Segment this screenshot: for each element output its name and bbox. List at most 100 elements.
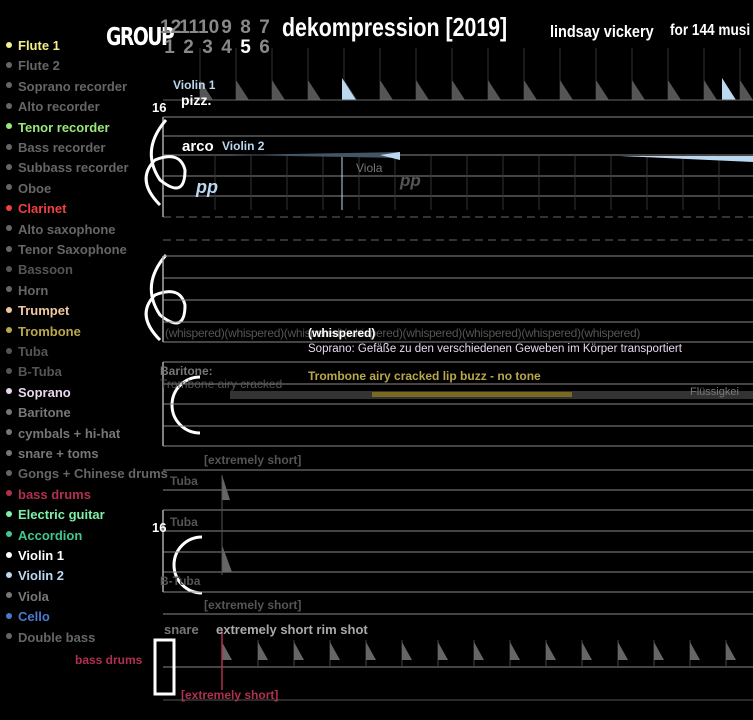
instrument-label: Gongs + Chinese drums bbox=[18, 466, 168, 482]
arrow-marker bbox=[654, 642, 664, 660]
instrument-item[interactable]: Violin 1 bbox=[6, 548, 64, 568]
instrument-item[interactable]: B-Tuba bbox=[6, 364, 62, 384]
instrument-label: B-Tuba bbox=[18, 364, 62, 380]
arrow-marker bbox=[236, 80, 249, 100]
instrument-dot-icon bbox=[6, 429, 12, 436]
active-group-number[interactable]: 5 bbox=[240, 37, 251, 58]
group-label: GROUP bbox=[106, 22, 175, 51]
instrument-label: Horn bbox=[18, 282, 49, 298]
instrument-label: Violin 2 bbox=[18, 568, 64, 584]
extremely-short-bd: [extremely short] bbox=[181, 688, 279, 702]
instrument-item[interactable]: Double bass bbox=[6, 630, 95, 650]
instrument-dot-icon bbox=[6, 225, 12, 232]
arrow-marker bbox=[438, 642, 448, 660]
instrument-item[interactable]: Accordion bbox=[6, 528, 82, 548]
group-number[interactable]: 4 bbox=[221, 37, 232, 58]
instrument-item[interactable]: Flute 1 bbox=[6, 38, 60, 58]
baritone-ghost-text: Baritone: bbox=[160, 364, 213, 378]
arrow-marker bbox=[546, 642, 556, 660]
instrument-dot-icon bbox=[6, 388, 12, 395]
instrument-dot-icon bbox=[6, 347, 12, 354]
instrument-item[interactable]: Bass recorder bbox=[6, 140, 105, 160]
instrument-label: Viola bbox=[18, 588, 49, 604]
instrument-item[interactable]: Tenor recorder bbox=[6, 120, 110, 140]
instrument-item[interactable]: Trumpet bbox=[6, 303, 69, 323]
instrument-dot-icon bbox=[6, 551, 12, 558]
arrow-marker bbox=[452, 80, 465, 100]
fluss-text: Flüssigkei bbox=[690, 386, 739, 398]
instrument-item[interactable]: Flute 2 bbox=[6, 58, 60, 78]
group-number[interactable]: 9 bbox=[221, 17, 232, 38]
group-number[interactable]: 12 bbox=[160, 17, 182, 38]
instrument-item[interactable]: Soprano bbox=[6, 385, 71, 405]
measure-number: 16 bbox=[152, 100, 167, 115]
group-number[interactable]: 6 bbox=[259, 37, 270, 58]
instrument-label: Bass recorder bbox=[18, 140, 106, 155]
instrument-dot-icon bbox=[6, 612, 12, 619]
instrument-item[interactable]: Cello bbox=[6, 609, 50, 629]
snare-label: snare bbox=[164, 622, 199, 637]
instrument-dot-icon bbox=[6, 123, 12, 130]
group-number[interactable]: 2 bbox=[183, 37, 194, 58]
soprano-text: Soprano: Gefäße zu den verschiedenen Gew… bbox=[308, 343, 682, 355]
instrument-item[interactable]: Oboe bbox=[6, 181, 51, 201]
instrument-item[interactable]: Tuba bbox=[6, 344, 48, 364]
instrument-dot-icon bbox=[6, 184, 12, 191]
glissando-wedge bbox=[230, 152, 400, 158]
arrow-marker bbox=[690, 642, 700, 660]
instrument-item[interactable]: Violin 2 bbox=[6, 568, 64, 588]
instrument-item[interactable]: Baritone bbox=[6, 405, 71, 425]
instrument-dot-icon bbox=[6, 367, 12, 374]
viola-label: Viola bbox=[356, 161, 383, 175]
instrument-item[interactable]: Viola bbox=[6, 589, 49, 609]
instrument-item[interactable]: Tenor Saxophone bbox=[6, 242, 127, 262]
instrument-label: Cello bbox=[18, 609, 50, 625]
instrument-item[interactable]: snare + toms bbox=[6, 446, 99, 466]
instrument-item[interactable]: Soprano recorder bbox=[6, 79, 127, 99]
group-number[interactable]: 8 bbox=[240, 17, 251, 38]
group-number[interactable]: 7 bbox=[259, 17, 270, 38]
instrument-item[interactable]: Bassoon bbox=[6, 262, 73, 282]
arrow-marker bbox=[416, 80, 429, 100]
arrow-marker bbox=[366, 642, 376, 660]
instrument-item[interactable]: bass drums bbox=[6, 487, 91, 507]
pizz-marking: pizz. bbox=[181, 92, 212, 108]
group-number[interactable]: 3 bbox=[202, 37, 213, 58]
extremely-short-label: [extremely short] bbox=[204, 453, 302, 467]
instrument-item[interactable]: Alto recorder bbox=[6, 99, 100, 119]
instrument-dot-icon bbox=[6, 449, 12, 456]
arrow-marker bbox=[488, 80, 501, 100]
dynamic-pp: pp bbox=[196, 177, 218, 197]
group-number[interactable]: 11 bbox=[179, 17, 200, 38]
instrument-dot-icon bbox=[6, 592, 12, 599]
arrow-marker bbox=[726, 642, 736, 660]
ensemble-label: for 144 musi bbox=[670, 22, 751, 39]
arrow-marker bbox=[294, 642, 304, 660]
arrow-marker bbox=[582, 642, 592, 660]
instrument-dot-icon bbox=[6, 633, 12, 640]
instrument-item[interactable]: Electric guitar bbox=[6, 507, 105, 527]
instrument-item[interactable]: cymbals + hi-hat bbox=[6, 426, 120, 446]
instrument-label: Soprano recorder bbox=[18, 78, 128, 94]
instrument-label: Oboe bbox=[18, 180, 52, 196]
arco-marking: arco bbox=[182, 138, 214, 155]
group-number[interactable]: 1 bbox=[164, 37, 175, 58]
group-number[interactable]: 10 bbox=[198, 17, 220, 38]
instrument-label: Clarinet bbox=[18, 201, 67, 217]
instrument-dot-icon bbox=[6, 469, 12, 476]
instrument-dot-icon bbox=[6, 571, 12, 578]
instrument-item[interactable]: Clarinet bbox=[6, 201, 66, 221]
instrument-dot-icon bbox=[6, 306, 12, 313]
instrument-item[interactable]: Horn bbox=[6, 283, 48, 303]
trombone-text: Trombone airy cracked lip buzz - no tone bbox=[308, 369, 541, 383]
noise-band bbox=[372, 392, 572, 397]
instrument-item[interactable]: Alto saxophone bbox=[6, 222, 116, 242]
instrument-item[interactable]: Subbass recorder bbox=[6, 160, 129, 180]
arrow-marker bbox=[222, 545, 232, 572]
instrument-item[interactable]: Trombone bbox=[6, 324, 81, 344]
arrow-marker bbox=[258, 642, 268, 660]
instrument-item[interactable]: Gongs + Chinese drums bbox=[6, 466, 168, 486]
glissando-wedge bbox=[620, 156, 753, 162]
arrow-marker bbox=[524, 80, 537, 100]
